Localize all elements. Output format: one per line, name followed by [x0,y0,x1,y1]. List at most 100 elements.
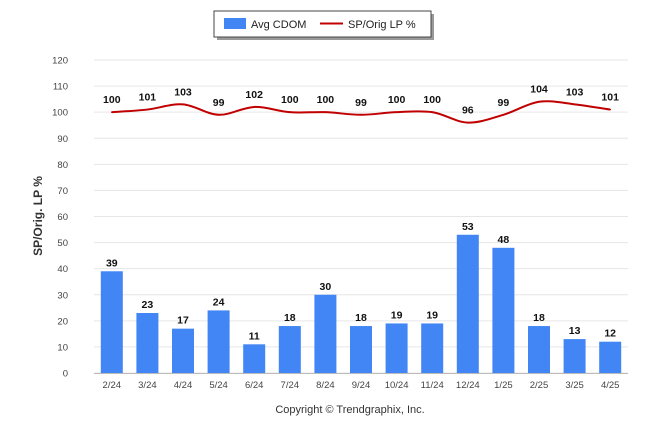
line-point [360,113,362,116]
line-value-label: 100 [317,94,335,106]
bar [314,294,337,373]
x-tick-label: 3/24 [138,380,157,391]
x-tick-label: 2/25 [530,380,549,391]
y-tick-label: 0 [63,369,68,380]
line-point [573,103,576,106]
bar-value-label: 18 [533,312,545,324]
y-tick-label: 60 [57,212,68,223]
line-point [395,111,398,113]
line-value-label: 99 [498,97,510,109]
line-value-label: 100 [423,94,441,106]
y-tick-label: 50 [57,238,68,249]
y-axis-ticks: 0 10 20 30 40 50 60 70 80 90 100 110 120 [52,56,68,380]
line-value-label: 101 [601,92,619,104]
legend: Avg CDOM SP/Orig LP % [213,10,434,40]
x-tick-label: 3/25 [565,380,584,391]
y-tick-label: 80 [57,160,68,171]
x-tick-label: 7/24 [281,380,300,391]
bar-series [100,234,622,373]
line-series [111,100,611,124]
line-point [146,108,149,111]
bar [421,323,444,373]
line-value-label: 103 [174,86,192,98]
y-tick-label: 40 [57,264,68,275]
x-tick-label: 8/24 [316,380,335,391]
line-value-label: 103 [566,86,584,98]
line-point [182,103,184,106]
bar-value-label: 19 [391,309,403,321]
bar-value-label: 18 [355,312,367,324]
bar-value-label: 19 [426,309,438,321]
bar [207,310,230,373]
bar [385,323,408,373]
bar [492,247,515,373]
y-tick-label: 120 [52,56,68,67]
y-tick-label: 90 [57,134,68,145]
legend-line-label: SP/Orig LP % [348,19,416,31]
bar [172,328,194,373]
line-value-label: 96 [462,105,474,117]
line-point [111,111,113,113]
bar-value-label: 23 [142,299,154,311]
x-tick-label: 11/24 [421,380,444,391]
bar-value-label: 13 [569,325,581,337]
line-value-label: 104 [530,84,548,96]
bar-value-label: 39 [106,257,118,269]
line-point [502,113,505,116]
line-point [217,113,220,116]
line-point [324,111,327,113]
x-tick-label: 4/25 [601,380,620,391]
bar [563,339,586,373]
y-tick-label: 10 [57,342,68,353]
line-value-label: 102 [245,89,263,101]
bar-value-label: 17 [177,315,189,327]
line-value-label: 99 [213,97,225,109]
bar [528,326,550,373]
bar [136,313,159,373]
bar-value-label: 30 [320,281,332,293]
line-value-label: 100 [281,94,299,106]
legend-bar-swatch [224,18,246,29]
x-tick-label: 2/24 [103,380,122,391]
line-value-label: 101 [139,92,157,104]
bar [278,326,301,373]
line-point [289,111,291,113]
x-tick-label: 4/24 [174,380,193,391]
bar [599,341,622,373]
line-value-label: 100 [103,94,121,106]
bar-value-label: 24 [213,296,225,308]
bar-data-labels: 39 23 17 24 11 18 30 18 19 19 53 48 18 13 12 [106,221,616,343]
bar [456,234,479,373]
y-tick-label: 110 [53,82,68,93]
line-value-label: 100 [388,94,406,106]
x-tick-label: 10/24 [385,380,409,391]
bar-value-label: 53 [462,221,474,233]
y-axis-title: SP/Orig. LP % [31,176,45,256]
bar-value-label: 11 [249,330,260,342]
x-tick-label: 6/24 [245,380,264,391]
bar-value-label: 12 [604,328,616,340]
copyright-footer: Copyright © Trendgraphix, Inc. [275,404,424,416]
bar [100,271,123,373]
bar [350,326,372,373]
line-point [609,108,611,111]
line-point [431,111,434,113]
line-point [467,121,469,124]
x-tick-label: 12/24 [456,380,480,391]
line-data-labels: 100 101 103 99 102 100 100 99 100 100 96 99 104 103 10… [103,84,619,117]
y-tick-label: 70 [57,186,68,197]
line-point [253,106,255,108]
line-point [538,100,540,103]
legend-bar-label: Avg CDOM [251,19,306,31]
bar [243,344,266,373]
x-axis: 2/24 3/24 4/24 5/24 6/24 7/24 8/24 9/24 10/24 11/… [94,373,628,391]
bar-value-label: 18 [284,312,296,324]
y-tick-label: 30 [57,290,68,301]
x-tick-label: 5/24 [209,380,228,391]
x-tick-label: 9/24 [352,380,371,391]
y-tick-label: 100 [52,108,68,119]
x-tick-label: 1/25 [494,380,513,391]
line-value-label: 99 [355,97,367,109]
bar-value-label: 48 [498,234,510,246]
